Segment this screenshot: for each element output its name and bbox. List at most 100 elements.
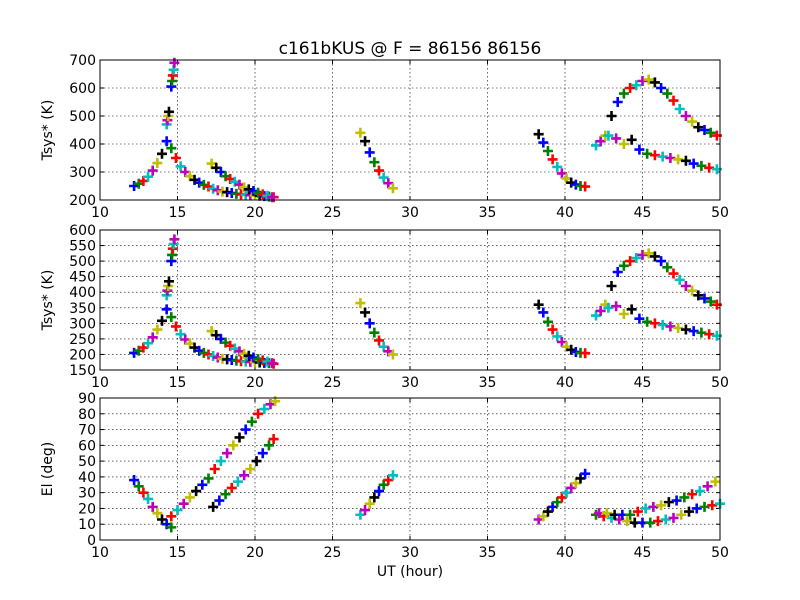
data-point (696, 160, 707, 171)
data-point (253, 408, 264, 419)
data-point (152, 324, 163, 335)
data-point (688, 326, 699, 337)
x-tick-label: 10 (91, 375, 109, 391)
data-point (157, 514, 167, 525)
x-tick-label: 40 (556, 375, 574, 391)
data-point (637, 76, 648, 86)
y-tick-label: 450 (69, 270, 96, 286)
data-point (556, 492, 567, 503)
data-point (262, 190, 273, 201)
data-point (660, 514, 671, 525)
data-point (267, 192, 278, 203)
data-point (547, 324, 558, 335)
data-point (673, 154, 684, 165)
data-point (234, 432, 245, 443)
data-point (197, 479, 208, 490)
data-point (253, 187, 264, 198)
data-point (649, 77, 660, 88)
data-point (705, 127, 716, 138)
data-point (552, 331, 563, 342)
data-point (214, 495, 225, 506)
y-tick-label: 50 (78, 454, 96, 470)
data-point (157, 315, 167, 326)
data-point (166, 143, 177, 154)
data-point (626, 134, 637, 145)
data-point (626, 304, 637, 315)
data-point (634, 313, 645, 324)
data-point (674, 104, 685, 114)
data-point (215, 456, 226, 467)
series-1 (161, 276, 174, 301)
data-point (656, 256, 667, 267)
x-tick-label: 40 (556, 205, 574, 221)
data-point (634, 144, 645, 155)
data-point (239, 348, 250, 359)
data-point (163, 276, 174, 287)
data-point (175, 329, 186, 340)
data-point (369, 327, 380, 338)
data-point (259, 404, 270, 415)
x-tick-label: 50 (711, 375, 729, 391)
data-point (580, 181, 591, 192)
y-tick-label: 0 (87, 533, 96, 549)
data-point (208, 183, 219, 194)
x-tick-label: 25 (324, 375, 342, 391)
data-point (248, 186, 259, 197)
y-tick-label: 350 (69, 301, 96, 317)
data-point (699, 293, 710, 304)
data-point (575, 473, 586, 484)
data-point (665, 153, 676, 163)
data-point (243, 350, 254, 361)
data-point (580, 468, 591, 479)
data-point (688, 158, 699, 169)
data-point (625, 509, 636, 520)
data-point (657, 151, 668, 162)
data-point (191, 486, 202, 497)
x-tick-label: 45 (634, 375, 652, 391)
data-point (248, 352, 259, 363)
data-point (257, 189, 268, 200)
data-point (232, 476, 243, 487)
data-point (611, 301, 622, 312)
data-point (649, 318, 660, 329)
y-tick-label: 60 (78, 438, 96, 454)
data-point (618, 88, 629, 99)
series-1 (161, 106, 174, 130)
data-point (710, 476, 721, 487)
series-4 (355, 127, 398, 194)
data-point (637, 249, 648, 260)
data-point (166, 312, 177, 323)
data-point (679, 492, 690, 503)
data-point (243, 184, 254, 195)
data-point (680, 324, 691, 335)
data-point (169, 234, 180, 245)
data-point (542, 316, 553, 327)
data-point (595, 136, 606, 147)
series-3 (355, 470, 398, 520)
x-tick-label: 30 (401, 205, 419, 221)
data-point (595, 305, 606, 316)
data-point (656, 83, 667, 93)
y-tick-label: 80 (78, 407, 96, 423)
data-point (533, 129, 544, 140)
data-point (387, 183, 398, 194)
data-point (170, 321, 181, 332)
data-point (169, 57, 180, 68)
y-tick-label: 500 (69, 254, 96, 270)
y-tick-label: 600 (69, 223, 96, 239)
data-point (631, 253, 642, 263)
data-point (157, 148, 167, 159)
series-4 (355, 298, 398, 360)
data-point (561, 487, 572, 498)
y-tick-label: 40 (78, 470, 96, 486)
data-point (161, 136, 172, 147)
data-point (693, 290, 704, 301)
data-point (603, 130, 614, 141)
x-axis-label: UT (hour) (377, 564, 443, 580)
data-point (680, 111, 691, 121)
data-point (606, 281, 617, 291)
series-2 (166, 57, 180, 92)
data-point (360, 307, 371, 318)
data-point (618, 260, 629, 271)
data-point (656, 500, 667, 511)
